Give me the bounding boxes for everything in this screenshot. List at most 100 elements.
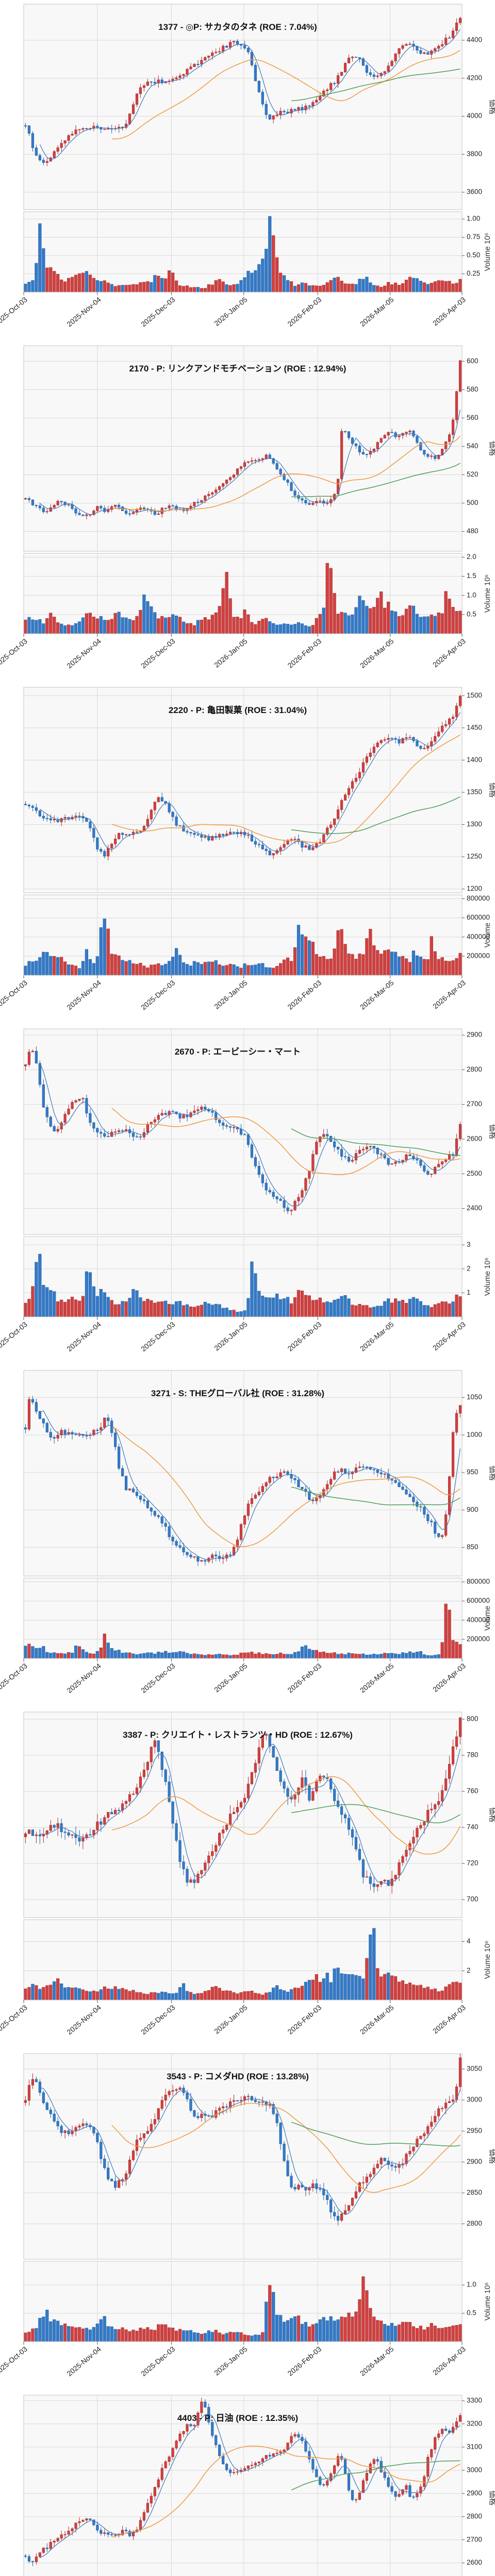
candle-body [394, 1161, 397, 1164]
volume-panel-frame [23, 1919, 463, 2001]
volume-bar [160, 965, 164, 976]
volume-bar [207, 619, 210, 634]
volume-tick-label: 1.00 [467, 215, 480, 223]
volume-bar [422, 959, 426, 976]
volume-bar [225, 2333, 228, 2342]
candle-body [171, 2448, 174, 2457]
volume-bar [42, 1285, 45, 1317]
candle-body [232, 1812, 236, 1814]
volume-bar [207, 1990, 210, 2001]
volume-bar [433, 281, 437, 293]
candle-body [204, 1560, 207, 1562]
candle-body [24, 1427, 27, 1430]
volume-bar [293, 2316, 297, 2342]
candle-body [272, 1477, 275, 1479]
candle-body [114, 1810, 117, 1815]
candle-body [423, 450, 426, 455]
candle-body [333, 818, 336, 825]
volume-bar [246, 1991, 250, 2001]
candle-body [398, 2164, 401, 2168]
volume-bar [340, 1296, 343, 1317]
volume-bar [279, 2315, 283, 2342]
volume-bar [171, 957, 175, 976]
volume-bar [296, 925, 301, 976]
volume-bar [210, 284, 214, 293]
candle-body [214, 1845, 218, 1852]
candle-body [74, 1434, 77, 1435]
candle-body [283, 1471, 286, 1473]
candle-body [92, 1829, 95, 1836]
volume-bar [99, 927, 103, 976]
ma-line-long [291, 1128, 460, 1156]
volume-bar [124, 961, 128, 976]
candle-body [124, 1129, 128, 1131]
candle-body [351, 1160, 354, 1162]
candle-body [189, 2424, 192, 2427]
volume-bar [63, 1987, 67, 2001]
volume-bar [45, 267, 49, 293]
price-tick-label: 3800 [467, 150, 482, 158]
candle-body [92, 2519, 95, 2526]
volume-bar [261, 1654, 265, 1659]
candle-body [308, 1785, 311, 1801]
volume-bar [275, 1985, 279, 2001]
volume-bar [56, 1978, 60, 2001]
candle-body [347, 1473, 351, 1475]
candle-body [437, 1164, 440, 1167]
volume-bar [455, 1294, 458, 1317]
candle-body [268, 454, 271, 459]
volume-bar [200, 2334, 203, 2342]
volume-bar [192, 625, 196, 634]
candle-body [189, 832, 192, 834]
chart-title: 3387 - P: クリエイト・レストランツ・HD (ROE : 12.67%) [123, 1730, 353, 1740]
volume-bar [336, 1654, 340, 1659]
volume-bar [207, 1654, 210, 1659]
volume-bar [218, 1988, 221, 2001]
candle-body [124, 2173, 128, 2180]
stock-chart-4403: 2500260027002800290030003100320033000.51… [0, 2391, 495, 2576]
candle-body [38, 2081, 41, 2093]
candle-body [444, 2429, 448, 2431]
volume-bar [372, 1928, 376, 2001]
volume-bar [182, 2330, 186, 2342]
candle-body [193, 502, 196, 506]
price-tick-label: 2900 [467, 2158, 482, 2165]
candle-body [322, 1775, 325, 1777]
volume-tick-label: 400000 [467, 1616, 490, 1623]
volume-bar [286, 280, 290, 293]
volume-bar [455, 1641, 458, 1659]
volume-bar [351, 954, 354, 976]
candle-body [394, 1480, 397, 1483]
x-tick-label: 2025-Nov-04 [65, 295, 102, 328]
volume-bar [150, 1300, 153, 1317]
volume-bar [408, 2322, 412, 2342]
candle-body [441, 2108, 444, 2109]
candle-body [301, 498, 304, 501]
candle-body [441, 2429, 444, 2434]
candle-body [100, 506, 103, 509]
candle-body [369, 1467, 372, 1470]
volume-panel-frame [23, 894, 463, 976]
volume-bar [182, 962, 186, 976]
candle-body [297, 1480, 300, 1487]
volume-bar [289, 1654, 293, 1659]
volume-bar [440, 1990, 444, 2001]
volume-bar [142, 1653, 146, 1659]
price-panel-frame [23, 1711, 463, 1918]
candle-body [455, 705, 458, 717]
candle-body [416, 2139, 419, 2147]
volume-bar [315, 954, 318, 976]
volume-bar [164, 1651, 168, 1659]
volume-bar [448, 1303, 451, 1317]
volume-bar [160, 2324, 164, 2342]
volume-bar [106, 282, 110, 293]
volume-bar [322, 2317, 325, 2342]
candle-body [315, 2469, 318, 2478]
candle-body [297, 2184, 300, 2190]
candle-body [361, 762, 365, 773]
candle-body [214, 1112, 218, 1120]
candle-body [426, 454, 430, 457]
volume-bar [354, 607, 358, 634]
candle-body [49, 1825, 52, 1831]
volume-bar [160, 1991, 164, 2001]
